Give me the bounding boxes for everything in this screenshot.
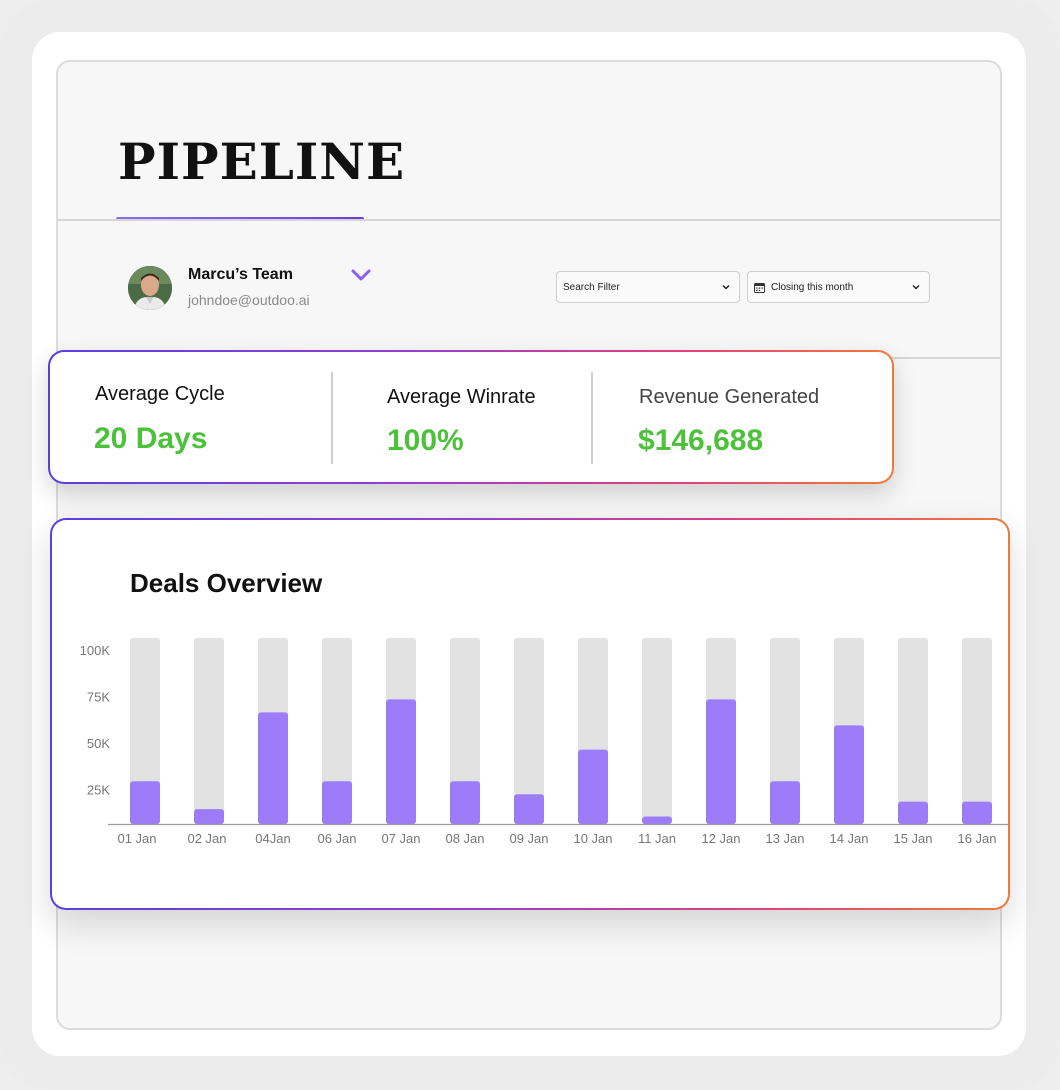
bar-track [962,638,992,824]
x-tick-label: 11 Jan [638,831,676,846]
bar-track [450,638,480,824]
stat-divider [591,372,593,464]
deals-overview-card: Deals Overview 100K 75K 50K 25K 01 Jan 02 Jan… [50,518,1010,910]
x-tick-label: 12 Jan [701,831,740,846]
team-name: Marcu’s Team [188,266,293,283]
deals-bar-chart: 100K 75K 50K 25K 01 Jan 02 Jan 04Jan 06 Jan 07 J… [80,638,1008,846]
x-tick-label: 13 Jan [765,831,804,846]
x-tick-label: 01 Jan [117,831,156,846]
bar-track [898,638,928,824]
calendar-icon [754,282,765,293]
bar-02-jan[interactable] [194,809,224,824]
avatar-image [128,266,172,310]
x-tick-label: 04Jan [255,831,290,846]
team-email: johndoe@outdoo.ai [188,292,310,308]
x-tick-label: 07 Jan [381,831,420,846]
y-tick-label: 25K [87,783,110,798]
bar-12-jan[interactable] [706,699,736,824]
y-tick-label: 75K [87,690,110,705]
bar-08-jan[interactable] [450,781,480,824]
bar-13-jan[interactable] [770,781,800,824]
y-tick-label: 100K [80,643,111,658]
chart-title: Deals Overview [130,568,323,598]
x-tick-label: 10 Jan [573,831,612,846]
page-title: PIPELINE [118,132,406,191]
average-cycle-value: 20 Days [94,422,208,455]
bar-14-jan[interactable] [834,725,864,824]
search-filter-label: Search Filter [563,281,620,293]
bar-track [194,638,224,824]
stats-inner: Average Cycle 20 Days Average Winrate 10… [50,352,892,482]
bar-track [130,638,160,824]
bar-track [642,638,672,824]
bar-track [322,638,352,824]
chevron-down-icon[interactable] [350,266,372,284]
revenue-generated-label: Revenue Generated [639,386,820,408]
bar-track [514,638,544,824]
bar-09-jan[interactable] [514,794,544,824]
x-tick-label: 02 Jan [187,831,226,846]
x-tick-label: 08 Jan [445,831,484,846]
y-tick-label: 50K [87,736,110,751]
stat-divider [331,372,333,464]
deals-overview-inner: Deals Overview 100K 75K 50K 25K 01 Jan 02 Jan… [52,520,1008,908]
x-tick-label: 15 Jan [893,831,932,846]
average-winrate-value: 100% [387,424,464,457]
bar-16-jan[interactable] [962,801,992,824]
x-tick-label: 09 Jan [509,831,548,846]
x-tick-label: 14 Jan [829,831,868,846]
bar-10-jan[interactable] [578,749,608,824]
chevron-down-icon [722,284,730,290]
closing-date-select[interactable]: Closing this month [747,271,930,303]
x-tick-label: 16 Jan [957,831,996,846]
avatar[interactable] [128,266,172,310]
bar-11-jan[interactable] [642,816,672,824]
bar-15-jan[interactable] [898,801,928,824]
bar-06-jan[interactable] [322,781,352,824]
header-divider [58,219,1000,221]
chevron-down-icon [912,284,920,290]
average-winrate-label: Average Winrate [387,386,536,408]
closing-date-label: Closing this month [771,281,854,293]
revenue-generated-value: $146,688 [638,424,764,457]
bar-01-jan[interactable] [130,781,160,824]
bar-04jan[interactable] [258,712,288,824]
stats-card: Average Cycle 20 Days Average Winrate 10… [48,350,894,484]
bar-track [770,638,800,824]
average-cycle-label: Average Cycle [95,383,225,405]
x-tick-label: 06 Jan [317,831,356,846]
bar-07-jan[interactable] [386,699,416,824]
search-filter-select[interactable]: Search Filter [556,271,740,303]
